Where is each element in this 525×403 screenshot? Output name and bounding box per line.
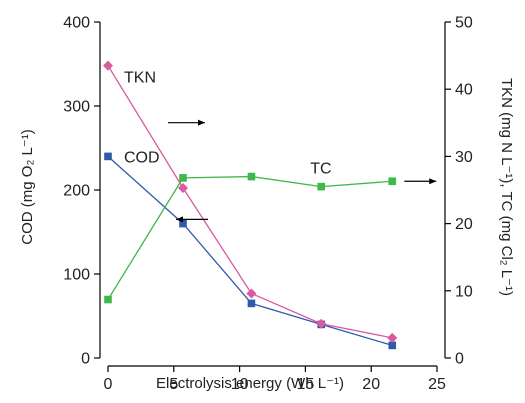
y-axis-left-title: COD (mg O₂ L⁻¹): [19, 129, 36, 244]
series-layer: [103, 60, 398, 350]
cod-label: COD: [124, 149, 160, 166]
y-left-tick-label: 0: [81, 351, 90, 368]
cod-arrow: [176, 216, 208, 223]
tc-label: TC: [310, 160, 331, 177]
tc-point: [247, 172, 256, 181]
cod-point: [104, 152, 112, 161]
y-right-tick-label: 30: [455, 149, 473, 166]
cod-point: [388, 341, 397, 350]
y-axis-right-title: TKN (mg N L⁻¹), TC (mg Cl₂ L⁻¹): [498, 78, 515, 296]
tkn-arrow: [168, 119, 205, 126]
tkn-point: [316, 318, 327, 329]
cod-point: [179, 219, 187, 228]
x-tick-label: 5: [169, 376, 178, 393]
x-tick-label: 15: [297, 376, 315, 393]
y-left-tick-label: 200: [63, 183, 90, 200]
tkn-point: [246, 288, 257, 299]
tkn-label: TKN: [124, 70, 156, 87]
y-right-tick-label: 20: [455, 216, 473, 233]
y-right-tick-label: 0: [455, 351, 464, 368]
y-left-tick-label: 300: [63, 99, 90, 116]
tkn-point: [387, 332, 398, 343]
tc-point: [104, 295, 112, 304]
y-right-tick-label: 10: [455, 283, 473, 300]
tc-point: [317, 182, 325, 191]
x-tick-label: 20: [362, 376, 380, 393]
y-left-tick-label: 100: [63, 267, 90, 284]
x-tick-label: 10: [231, 376, 249, 393]
annotations: TKN COD TC: [124, 70, 437, 223]
x-tick-label: 0: [104, 376, 113, 393]
tc-point: [388, 177, 397, 186]
ticks: 0 5 10 15 20 25 0 100 200 300 400 0 10 20 30 40 50: [63, 15, 473, 394]
tkn-point: [178, 182, 189, 193]
y-right-tick-label: 50: [455, 15, 473, 32]
x-axis-title: Electrolysis energy (Wh L⁻¹): [156, 375, 344, 392]
tkn-point: [103, 60, 113, 71]
x-tick-label: 25: [428, 376, 446, 393]
tc-arrow: [404, 178, 437, 185]
tc-point: [179, 174, 187, 182]
y-left-tick-label: 400: [63, 15, 90, 32]
cod-point: [247, 299, 256, 308]
y-right-tick-label: 40: [455, 82, 473, 99]
